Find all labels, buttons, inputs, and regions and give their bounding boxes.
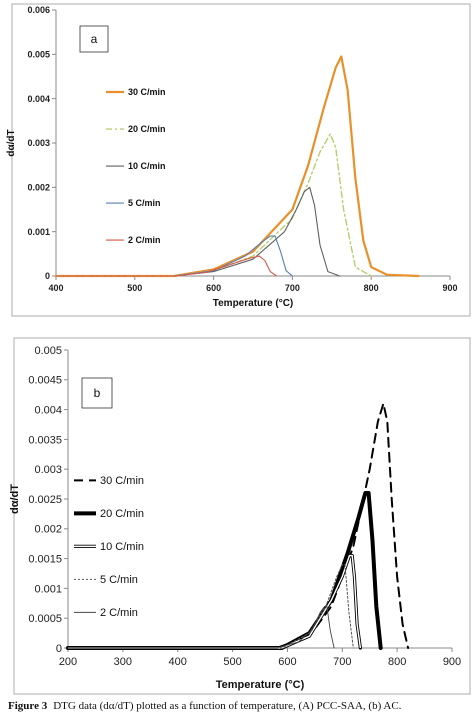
x-axis-label: Temperature (°C) <box>213 298 294 309</box>
series-line <box>66 553 362 650</box>
y-tick-label: 0.006 <box>27 5 50 15</box>
chart-panel-b: 200 300 400 500 600 700 800 900 0 0.0005 0.001 0.00… <box>9 337 471 695</box>
panel-label-box <box>81 377 113 409</box>
series-line <box>55 133 372 277</box>
x-tick-label: 900 <box>442 283 457 293</box>
x-tick-label: 400 <box>169 656 187 668</box>
x-tick-label: 500 <box>223 656 241 668</box>
x-tick-label: 200 <box>59 656 77 668</box>
legend-label: 20 C/min <box>128 124 166 134</box>
legend-label: 2 C/min <box>100 607 138 619</box>
x-tick-label: 500 <box>127 283 142 293</box>
chart-frame <box>11 3 471 317</box>
chart-panel-a: 400 500 600 700 800 900 0 0.001 0.002 0.003 0.004 0… <box>6 3 471 317</box>
legend-label: 2 C/min <box>128 235 161 245</box>
y-tick-label: 0.001 <box>34 583 62 595</box>
figure-caption: Figure 3 DTG data (dα/dT) plotted as a fu… <box>8 700 476 712</box>
panel-label: a <box>91 32 98 46</box>
legend-label: 5 C/min <box>100 574 138 586</box>
x-tick-label: 700 <box>285 283 300 293</box>
y-axis-label: dα/dT <box>9 484 21 514</box>
y-tick-label: 0.0045 <box>28 375 62 387</box>
y-tick-label: 0 <box>56 643 62 655</box>
y-tick-label: 0.002 <box>34 524 62 536</box>
series-line <box>67 564 354 649</box>
y-tick-label: 0.0005 <box>28 613 62 625</box>
y-tick-label: 0.004 <box>27 94 50 104</box>
y-tick-label: 0.005 <box>27 49 50 59</box>
y-tick-label: 0 <box>45 271 50 281</box>
y-tick-label: 0.005 <box>34 345 62 357</box>
legend-label: 10 C/min <box>100 541 144 553</box>
x-axis-label: Temperature (°C) <box>216 679 305 691</box>
chart-frame <box>13 337 471 695</box>
caption-lead: Figure 3 <box>8 700 48 712</box>
y-tick-label: 0.0035 <box>28 434 62 446</box>
caption-text: DTG data (dα/dT) plotted as a function o… <box>53 700 402 712</box>
legend-label: 30 C/min <box>128 87 166 97</box>
y-axis-label: dα/dT <box>6 129 17 156</box>
legend-label: 30 C/min <box>100 475 144 487</box>
y-tick-label: 0.003 <box>27 138 50 148</box>
legend-label: 20 C/min <box>100 508 144 520</box>
series-line <box>55 255 278 277</box>
series-line-inner <box>68 554 362 649</box>
series-line <box>67 605 335 649</box>
y-tick-label: 0.002 <box>27 182 50 192</box>
series-line <box>54 55 420 278</box>
x-tick-label: 300 <box>114 656 132 668</box>
x-tick-label: 600 <box>278 656 296 668</box>
x-tick-label: 700 <box>333 656 351 668</box>
series-line <box>55 186 341 277</box>
x-tick-label: 800 <box>388 656 406 668</box>
x-tick-label: 800 <box>364 283 379 293</box>
y-tick-label: 0.0015 <box>28 553 62 565</box>
y-tick-label: 0.003 <box>34 464 62 476</box>
y-tick-label: 0.0025 <box>28 494 62 506</box>
y-tick-label: 0.004 <box>34 404 62 416</box>
x-tick-label: 600 <box>206 283 221 293</box>
legend-label: 10 C/min <box>128 161 166 171</box>
x-tick-label: 400 <box>48 283 63 293</box>
panel-label-box <box>79 25 109 53</box>
series-line <box>66 491 383 650</box>
legend-label: 5 C/min <box>128 198 161 208</box>
panel-label: b <box>94 386 101 400</box>
y-tick-label: 0.001 <box>27 227 50 237</box>
x-tick-label: 900 <box>443 656 461 668</box>
